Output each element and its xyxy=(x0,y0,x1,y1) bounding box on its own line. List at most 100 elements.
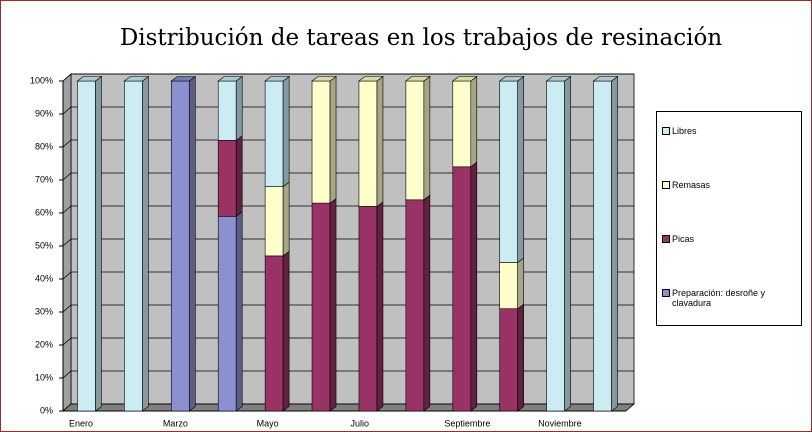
bar-top xyxy=(311,76,337,82)
bar-top xyxy=(264,76,291,82)
bar xyxy=(170,80,190,412)
bar-side xyxy=(235,211,243,412)
grid-line xyxy=(62,139,634,148)
grid-line xyxy=(62,238,634,247)
grid-line xyxy=(62,370,634,379)
bar xyxy=(311,202,331,412)
y-tick-label: 40% xyxy=(35,273,53,283)
bar-top xyxy=(170,76,197,82)
y-tick-label: 10% xyxy=(35,372,53,382)
bar xyxy=(217,80,237,141)
bar xyxy=(124,80,143,412)
chart-title: Distribución de tareas en los trabajos d… xyxy=(120,25,723,51)
legend-swatch xyxy=(662,181,670,189)
bar xyxy=(405,199,425,412)
legend-label: Picas xyxy=(672,234,695,244)
bar xyxy=(358,206,378,412)
bar-side xyxy=(517,75,525,264)
bar xyxy=(546,80,565,412)
legend-entry: Preparación: desroñe y clavadura xyxy=(662,288,798,308)
bar-top xyxy=(123,76,150,82)
grid-line xyxy=(62,403,634,412)
grid-line xyxy=(62,73,634,82)
bar-side xyxy=(611,75,618,412)
legend-label: Libres xyxy=(672,126,697,136)
bar-top xyxy=(217,76,244,82)
bar xyxy=(452,80,472,168)
legend-entry: Libres xyxy=(662,126,798,136)
bar xyxy=(499,308,519,412)
x-tick-label: Julio xyxy=(351,418,370,428)
bar xyxy=(264,186,284,257)
bar xyxy=(217,140,237,217)
bar-side xyxy=(423,194,431,412)
bar-top xyxy=(358,76,384,82)
legend-entry: Remasas xyxy=(662,180,798,190)
bar-side xyxy=(188,75,196,412)
grid-line xyxy=(62,172,634,181)
bar-side xyxy=(282,75,290,188)
grid-line xyxy=(62,205,634,214)
bar-side xyxy=(470,75,478,168)
bar-side xyxy=(517,257,525,310)
legend: Libres Remasas Picas Preparación: desroñe y… xyxy=(656,111,802,326)
grid-line xyxy=(62,337,634,346)
bar-side xyxy=(282,181,290,257)
bar-top xyxy=(404,76,431,82)
bar-side xyxy=(423,75,431,201)
bar-side xyxy=(470,161,478,412)
bar-side xyxy=(376,201,384,412)
bar-top xyxy=(451,76,478,82)
y-tick-label: 30% xyxy=(35,306,53,316)
bar xyxy=(264,80,284,187)
bar-top xyxy=(76,76,103,82)
bar xyxy=(358,80,378,207)
y-tick-label: 100% xyxy=(30,75,53,85)
y-tick-label: 50% xyxy=(35,240,53,250)
bar-side xyxy=(376,75,384,207)
bar-top xyxy=(545,76,572,82)
legend-label: Preparación: desroñe y clavadura xyxy=(672,288,766,308)
x-tick-label: Mayo xyxy=(257,418,279,428)
bar-side xyxy=(95,75,102,412)
bar-top xyxy=(498,76,525,82)
bar xyxy=(77,80,96,412)
legend-swatch xyxy=(662,235,670,243)
x-tick-label: Marzo xyxy=(163,418,188,428)
legend-swatch xyxy=(662,289,670,297)
legend-swatch xyxy=(662,127,670,135)
x-tick-label: Noviembre xyxy=(538,418,582,428)
bar xyxy=(499,80,519,263)
grid-line xyxy=(62,271,634,280)
bar-side xyxy=(329,198,337,412)
y-tick-label: 60% xyxy=(35,207,53,217)
bar-side xyxy=(564,75,571,412)
legend-entry: Picas xyxy=(662,234,798,244)
bar-side xyxy=(282,250,290,412)
bar xyxy=(452,166,472,412)
bar xyxy=(405,80,425,201)
y-tick-label: 0% xyxy=(40,405,53,415)
grid-line xyxy=(62,304,634,313)
y-tick-label: 20% xyxy=(35,339,53,349)
bar-side xyxy=(142,75,149,412)
bar-top xyxy=(592,76,619,82)
bar xyxy=(311,80,331,204)
y-tick-label: 70% xyxy=(35,174,53,184)
y-tick-label: 90% xyxy=(35,108,53,118)
bar xyxy=(264,255,284,412)
bar-side xyxy=(329,75,337,204)
bar-side xyxy=(235,75,243,141)
x-tick-label: Enero xyxy=(69,418,93,428)
bar xyxy=(593,80,612,412)
grid-line xyxy=(62,106,634,115)
bar-side xyxy=(517,303,525,412)
y-tick-label: 80% xyxy=(35,141,53,151)
bar xyxy=(499,262,519,310)
bar-side xyxy=(235,135,243,217)
legend-label: Remasas xyxy=(672,180,711,190)
x-tick-label: Septiembre xyxy=(444,418,490,428)
bar xyxy=(217,216,237,412)
